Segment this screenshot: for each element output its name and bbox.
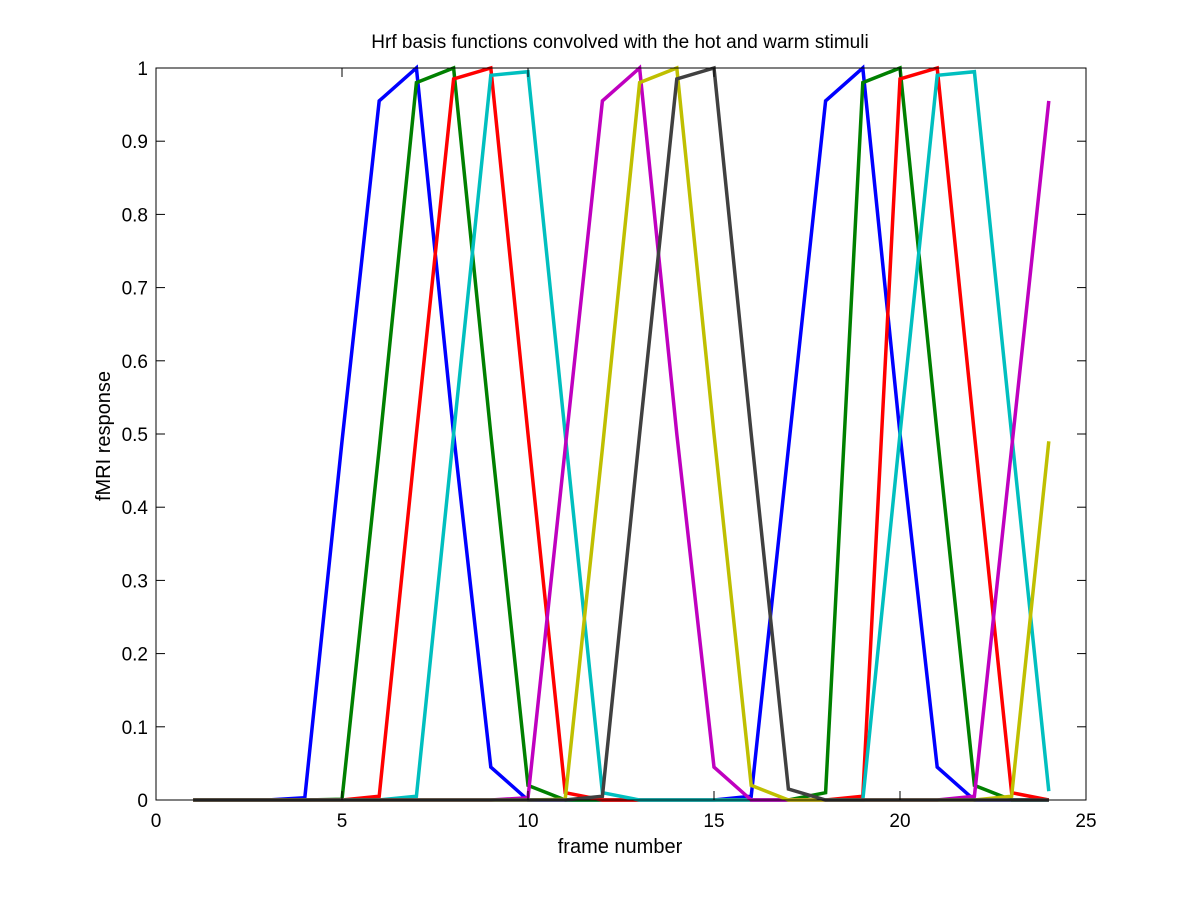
y-tick-label: 0.6 <box>122 352 148 373</box>
x-axis-ticks: 0 5 10 15 20 25 <box>151 68 1097 832</box>
x-tick-label: 10 <box>517 811 538 832</box>
y-tick-label: 0.8 <box>122 205 148 226</box>
chart-title: Hrf basis functions convolved with the h… <box>371 32 868 53</box>
y-tick-label: 0.1 <box>122 718 148 739</box>
x-tick-label: 0 <box>151 811 162 832</box>
y-tick-label: 0 <box>137 791 148 812</box>
y-axis-ticks: 0 0.1 0.2 0.3 0.4 0.5 0.6 0.7 0.8 0.9 1 <box>122 59 1086 812</box>
x-tick-label: 20 <box>889 811 910 832</box>
y-tick-label: 1 <box>137 59 148 80</box>
x-tick-label: 5 <box>337 811 348 832</box>
y-tick-label: 0.7 <box>122 279 148 300</box>
y-axis-label: fMRI response <box>93 371 115 501</box>
plot-area: 0 5 10 15 20 25 0 0.1 0.2 0.3 0.4 0.5 0.6 0.7 0.8 0.9 1 <box>122 59 1097 832</box>
y-tick-label: 0.4 <box>122 498 149 519</box>
x-tick-label: 25 <box>1075 811 1096 832</box>
x-tick-label: 15 <box>703 811 724 832</box>
y-tick-label: 0.3 <box>122 571 148 592</box>
y-tick-label: 0.2 <box>122 645 148 666</box>
x-axis-label: frame number <box>558 836 683 858</box>
y-tick-label: 0.5 <box>122 425 148 446</box>
y-tick-label: 0.9 <box>122 132 148 153</box>
